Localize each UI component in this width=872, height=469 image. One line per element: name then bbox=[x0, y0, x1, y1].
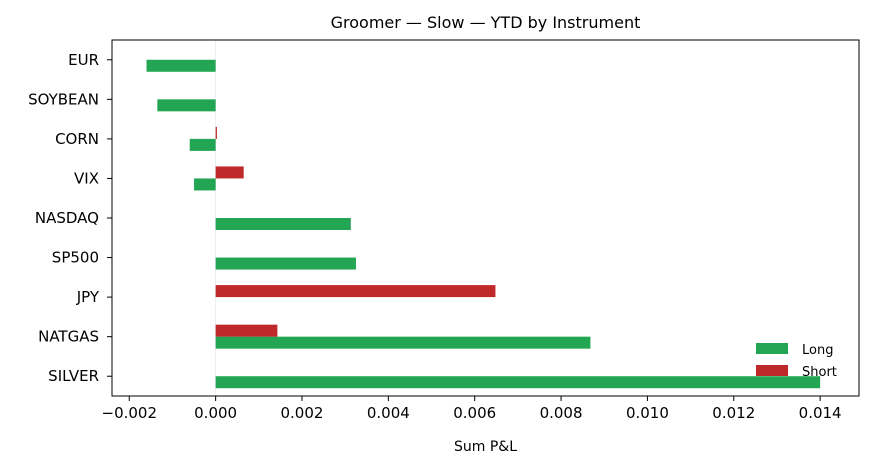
chart-title: Groomer — Slow — YTD by Instrument bbox=[331, 13, 641, 32]
bar-long-nasdaq bbox=[215, 218, 351, 230]
bar-long-natgas bbox=[215, 336, 591, 349]
plot-area: EUR SOYBEAN CORN VIX NASDAQ SP500 JPY NATGAS SIL… bbox=[28, 39, 860, 422]
bar-short-natgas bbox=[215, 324, 278, 337]
legend-label-long: Long bbox=[802, 343, 833, 358]
legend: Long Short bbox=[756, 343, 837, 380]
y-tick-label: NATGAS bbox=[38, 328, 99, 346]
bar-long-eur bbox=[146, 59, 216, 72]
x-tick-label: 0.008 bbox=[540, 404, 583, 422]
bar-long-silver bbox=[215, 376, 821, 389]
bar-long-sp500 bbox=[215, 257, 356, 270]
bar-short-corn bbox=[215, 126, 217, 139]
bar-long-vix bbox=[194, 178, 216, 191]
x-tick-label: 0.002 bbox=[281, 404, 324, 422]
y-tick-label: NASDAQ bbox=[35, 209, 99, 227]
x-tick-label: 0.010 bbox=[626, 404, 669, 422]
x-tick-label: 0.014 bbox=[799, 404, 842, 422]
y-tick-label: CORN bbox=[55, 130, 99, 148]
y-tick-label: JPY bbox=[76, 288, 100, 306]
bar-long-corn bbox=[189, 138, 216, 151]
y-tick-label: SP500 bbox=[52, 249, 99, 267]
bar-short-jpy bbox=[215, 285, 496, 298]
y-tick-label: VIX bbox=[74, 169, 99, 187]
x-axis-label: Sum P&L bbox=[454, 439, 517, 455]
legend-swatch-long bbox=[756, 343, 788, 354]
legend-label-short: Short bbox=[802, 365, 837, 380]
x-tick-label: 0.006 bbox=[453, 404, 496, 422]
bar-short-vix bbox=[215, 166, 244, 179]
x-tick-label: 0.004 bbox=[367, 404, 410, 422]
y-tick-label: EUR bbox=[68, 51, 99, 69]
x-tick-label: 0.000 bbox=[194, 404, 237, 422]
x-tick-label: −0.002 bbox=[102, 404, 158, 422]
y-tick-label: SOYBEAN bbox=[28, 90, 99, 108]
bar-long-soybean bbox=[157, 99, 216, 112]
x-tick-label: 0.012 bbox=[712, 404, 755, 422]
y-tick-label: SILVER bbox=[48, 367, 99, 385]
legend-swatch-short bbox=[756, 365, 788, 376]
